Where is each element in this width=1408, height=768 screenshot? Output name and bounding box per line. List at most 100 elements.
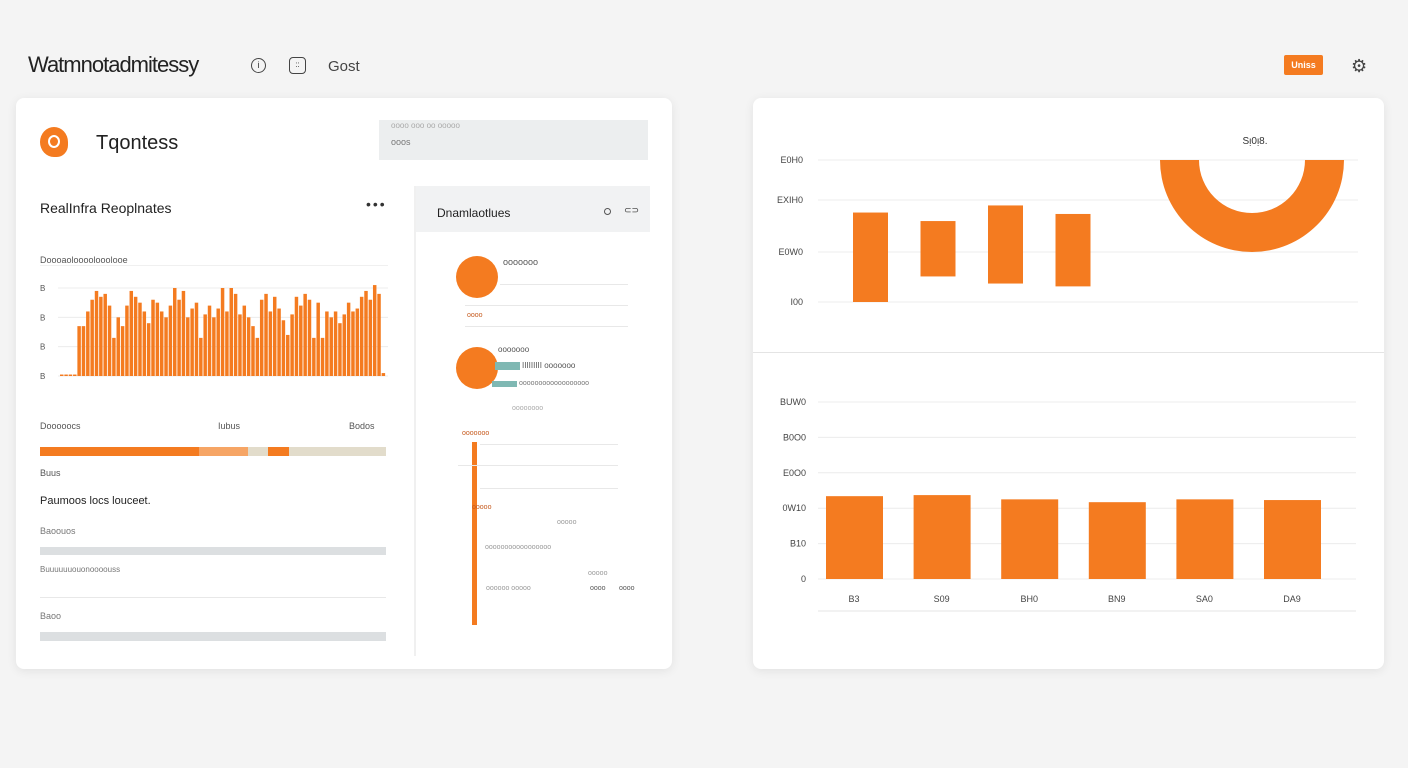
item-line: oooooooooooooooooo: [519, 380, 590, 387]
mini-bar: [346, 302, 351, 376]
mini-bar: [207, 305, 212, 376]
mini-bar: [159, 311, 164, 376]
timeline-text: ooooo: [588, 570, 608, 577]
progress-segment: [199, 447, 248, 456]
mini-bar-chart: B B B B: [40, 280, 390, 385]
mini-bar: [146, 323, 151, 376]
x-tick-label: SA0: [1196, 594, 1213, 604]
timeline-text: ooooooooooooooooo: [485, 544, 552, 551]
mini-bar: [377, 293, 381, 376]
bar: [1001, 499, 1059, 579]
mini-bar: [90, 299, 94, 376]
item-line: oooooooo: [512, 405, 544, 412]
mini-bar: [333, 311, 338, 376]
mini-bar: [312, 337, 316, 376]
mini-bar: [342, 314, 347, 376]
mini-bar: [120, 326, 125, 376]
bar: [913, 495, 971, 579]
field-input[interactable]: [40, 547, 386, 555]
mini-bar: [255, 337, 260, 376]
mini-bar: [81, 326, 86, 376]
mini-bar: [155, 302, 160, 376]
mini-bar: [238, 314, 242, 376]
field-input[interactable]: [40, 632, 386, 641]
mini-bar: [194, 302, 199, 376]
mini-bar: [212, 317, 216, 376]
floating-bar: [988, 205, 1023, 284]
mini-bar: [368, 299, 373, 376]
x-tick-label: DA9: [1283, 594, 1301, 604]
mini-bar: [268, 311, 273, 376]
bar: [1264, 500, 1321, 579]
mini-bar: [364, 290, 368, 376]
progress-segment: [268, 447, 290, 456]
field-label: Buuuuuuouonoooouss: [40, 565, 121, 574]
field-label: Baoouos: [40, 526, 76, 536]
mini-bar: [286, 334, 290, 376]
mini-bar: [73, 374, 77, 376]
teal-bar: [492, 381, 517, 387]
gear-icon[interactable]: ⚙: [1351, 56, 1368, 76]
y-tick-label: 0W10: [782, 503, 806, 513]
x-tick-label: BH0: [1020, 594, 1038, 604]
more-dots-icon[interactable]: •••: [366, 196, 387, 212]
floating-bar: [853, 212, 888, 302]
field-label: Baoo: [40, 611, 62, 621]
link-icon[interactable]: ⊂⊃: [624, 205, 640, 215]
teal-bar: [495, 362, 520, 370]
timeline-text: oooo: [619, 585, 635, 592]
mini-bar: [164, 317, 168, 376]
mini-bar: [173, 288, 177, 376]
mini-bar: [246, 317, 251, 376]
bar: [1088, 502, 1146, 579]
brand-logo-icon: [40, 127, 68, 157]
app-title: Watmnotadmitessy: [28, 52, 199, 77]
mini-bar: [129, 290, 134, 376]
mini-bar: [229, 288, 233, 376]
y-tick-label: B10: [790, 539, 806, 549]
y-tick-label: I00: [790, 297, 803, 307]
face-scan-icon[interactable]: ::: [289, 57, 306, 74]
y-tick-label: BUW0: [780, 397, 806, 407]
header-button[interactable]: Uniss: [1284, 55, 1323, 75]
floating-bar: [1055, 213, 1091, 287]
mini-bar: [251, 326, 255, 376]
mini-chart-svg: B B B B: [40, 284, 388, 381]
y-tick-label: B: [40, 372, 45, 381]
mini-bar: [277, 308, 281, 376]
y-tick-label: B: [40, 284, 45, 293]
info-circle-icon[interactable]: i: [251, 58, 266, 73]
mini-bar: [303, 293, 307, 376]
header-link[interactable]: Gost: [328, 58, 360, 75]
mini-bar: [316, 302, 320, 376]
mini-bar: [351, 311, 355, 376]
segmented-progress-bar: [40, 447, 386, 456]
mini-bar: [60, 374, 64, 376]
mini-bar: [142, 311, 147, 376]
item-avatar: [456, 256, 498, 298]
mini-bar: [94, 290, 99, 376]
mini-bar: [299, 305, 303, 376]
mini-bar: [190, 308, 194, 376]
y-tick-label: B: [40, 343, 45, 352]
mini-bar: [359, 296, 364, 376]
circle-icon[interactable]: [604, 208, 611, 215]
mini-bar: [199, 337, 203, 376]
donut-label: Sᴉ0ᴉ8.: [1242, 136, 1267, 147]
mini-bar: [307, 299, 312, 376]
middle-panel-title: Dnamlaotlues: [437, 206, 511, 220]
mini-bar: [294, 296, 299, 376]
item-line: IIIIIIIII ooooooo: [522, 361, 576, 370]
mini-bar: [177, 299, 181, 376]
mini-bar: [325, 311, 329, 376]
timeline-label: ooooo: [472, 504, 492, 511]
progress-label-2: Iubus: [218, 421, 241, 431]
bottom-bar-chart: BUW0 B0O0 E0O0 0W10 B10 0 B3 S09 BH0 BN9 SA0 DA9: [780, 397, 1356, 612]
mini-bar: [225, 311, 229, 376]
floating-bar: [920, 221, 956, 277]
mini-bar: [64, 374, 68, 376]
mini-bar: [216, 308, 220, 376]
mini-bar: [99, 296, 103, 376]
search-input[interactable]: oooo ooo oo ooooo ooos: [379, 120, 648, 160]
progress-label-3: Bodos: [349, 421, 375, 431]
